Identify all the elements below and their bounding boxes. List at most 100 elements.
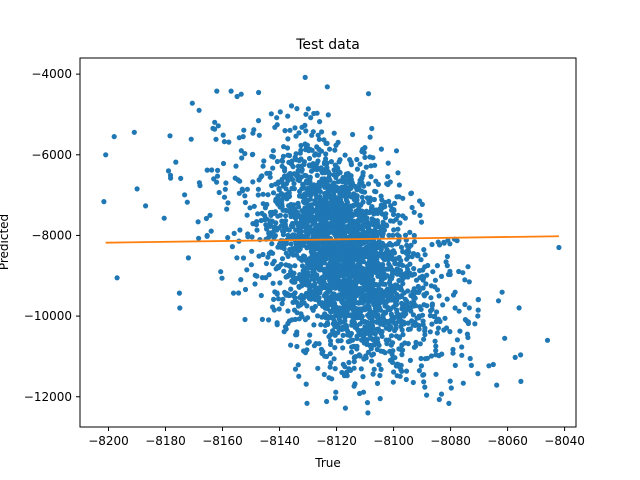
data-point — [182, 192, 188, 198]
data-point — [348, 312, 354, 318]
data-point — [331, 356, 337, 362]
data-point — [333, 308, 339, 314]
data-point — [338, 246, 344, 252]
data-point — [375, 304, 381, 310]
data-point — [354, 335, 360, 342]
data-point — [422, 384, 428, 390]
data-point — [229, 244, 235, 250]
data-point — [382, 243, 388, 249]
data-point — [416, 289, 422, 295]
data-point — [283, 218, 289, 224]
data-point — [241, 127, 247, 133]
data-point — [245, 234, 251, 240]
data-point — [357, 161, 363, 167]
data-point — [393, 322, 399, 328]
data-point — [386, 318, 392, 324]
data-point — [322, 305, 328, 311]
data-point — [225, 200, 231, 206]
data-point — [349, 179, 355, 185]
data-point — [314, 172, 320, 178]
data-point — [433, 371, 439, 377]
data-point — [411, 232, 417, 239]
data-point — [292, 125, 298, 131]
data-point — [415, 283, 421, 290]
data-point — [331, 265, 337, 271]
data-point — [402, 296, 408, 302]
data-point — [254, 227, 260, 233]
data-point — [353, 222, 359, 228]
data-point — [355, 327, 361, 333]
data-point — [365, 230, 372, 236]
data-point — [335, 241, 341, 248]
data-point — [367, 195, 373, 201]
data-point — [397, 268, 404, 274]
data-point — [277, 280, 283, 286]
data-point — [387, 264, 393, 270]
data-point — [360, 318, 366, 324]
data-point — [215, 123, 221, 129]
data-point — [258, 292, 264, 299]
data-point — [387, 240, 393, 247]
data-point — [364, 215, 370, 221]
data-point — [440, 302, 446, 308]
data-point — [337, 157, 343, 163]
data-point — [438, 391, 445, 397]
data-point — [188, 136, 194, 142]
data-point — [294, 252, 300, 258]
data-point — [396, 194, 402, 200]
data-point — [365, 312, 371, 318]
data-point — [346, 283, 352, 289]
data-point — [409, 300, 415, 306]
data-point — [368, 252, 374, 258]
data-point — [391, 227, 397, 233]
data-point — [366, 224, 372, 230]
data-point — [434, 263, 440, 269]
data-point — [318, 148, 325, 154]
data-point — [332, 147, 338, 153]
data-point — [224, 206, 230, 212]
data-point — [447, 241, 453, 247]
data-point — [324, 84, 330, 90]
data-point — [403, 376, 409, 383]
data-point — [445, 271, 452, 278]
data-point — [427, 329, 433, 335]
data-point — [353, 299, 359, 305]
data-point — [407, 357, 413, 363]
data-point — [345, 332, 351, 338]
data-point — [275, 264, 281, 270]
data-point — [389, 207, 395, 213]
data-point — [295, 177, 301, 183]
data-point — [450, 350, 456, 356]
data-point — [318, 261, 324, 267]
data-point — [452, 305, 458, 311]
data-point — [285, 136, 291, 142]
data-point — [272, 124, 278, 130]
data-point — [417, 198, 423, 204]
data-point — [348, 349, 355, 355]
data-point — [262, 217, 268, 223]
data-point — [277, 212, 283, 218]
data-point — [316, 152, 322, 158]
data-point — [348, 185, 354, 191]
data-point — [167, 133, 173, 139]
data-point — [291, 307, 298, 313]
scatter-points — [101, 74, 562, 416]
data-point — [288, 201, 294, 208]
data-point — [386, 198, 392, 204]
data-point — [428, 295, 434, 301]
data-point — [260, 163, 266, 169]
data-point — [345, 262, 351, 269]
data-point — [386, 232, 392, 238]
data-point — [196, 107, 202, 113]
data-point — [327, 332, 334, 338]
data-point — [219, 275, 225, 281]
data-point — [354, 323, 360, 329]
data-point — [240, 255, 247, 261]
data-point — [195, 219, 201, 225]
data-point — [556, 244, 562, 251]
data-point — [263, 260, 269, 267]
data-point — [351, 359, 357, 365]
data-point — [397, 312, 403, 318]
data-point — [237, 227, 243, 233]
data-point — [293, 151, 299, 157]
